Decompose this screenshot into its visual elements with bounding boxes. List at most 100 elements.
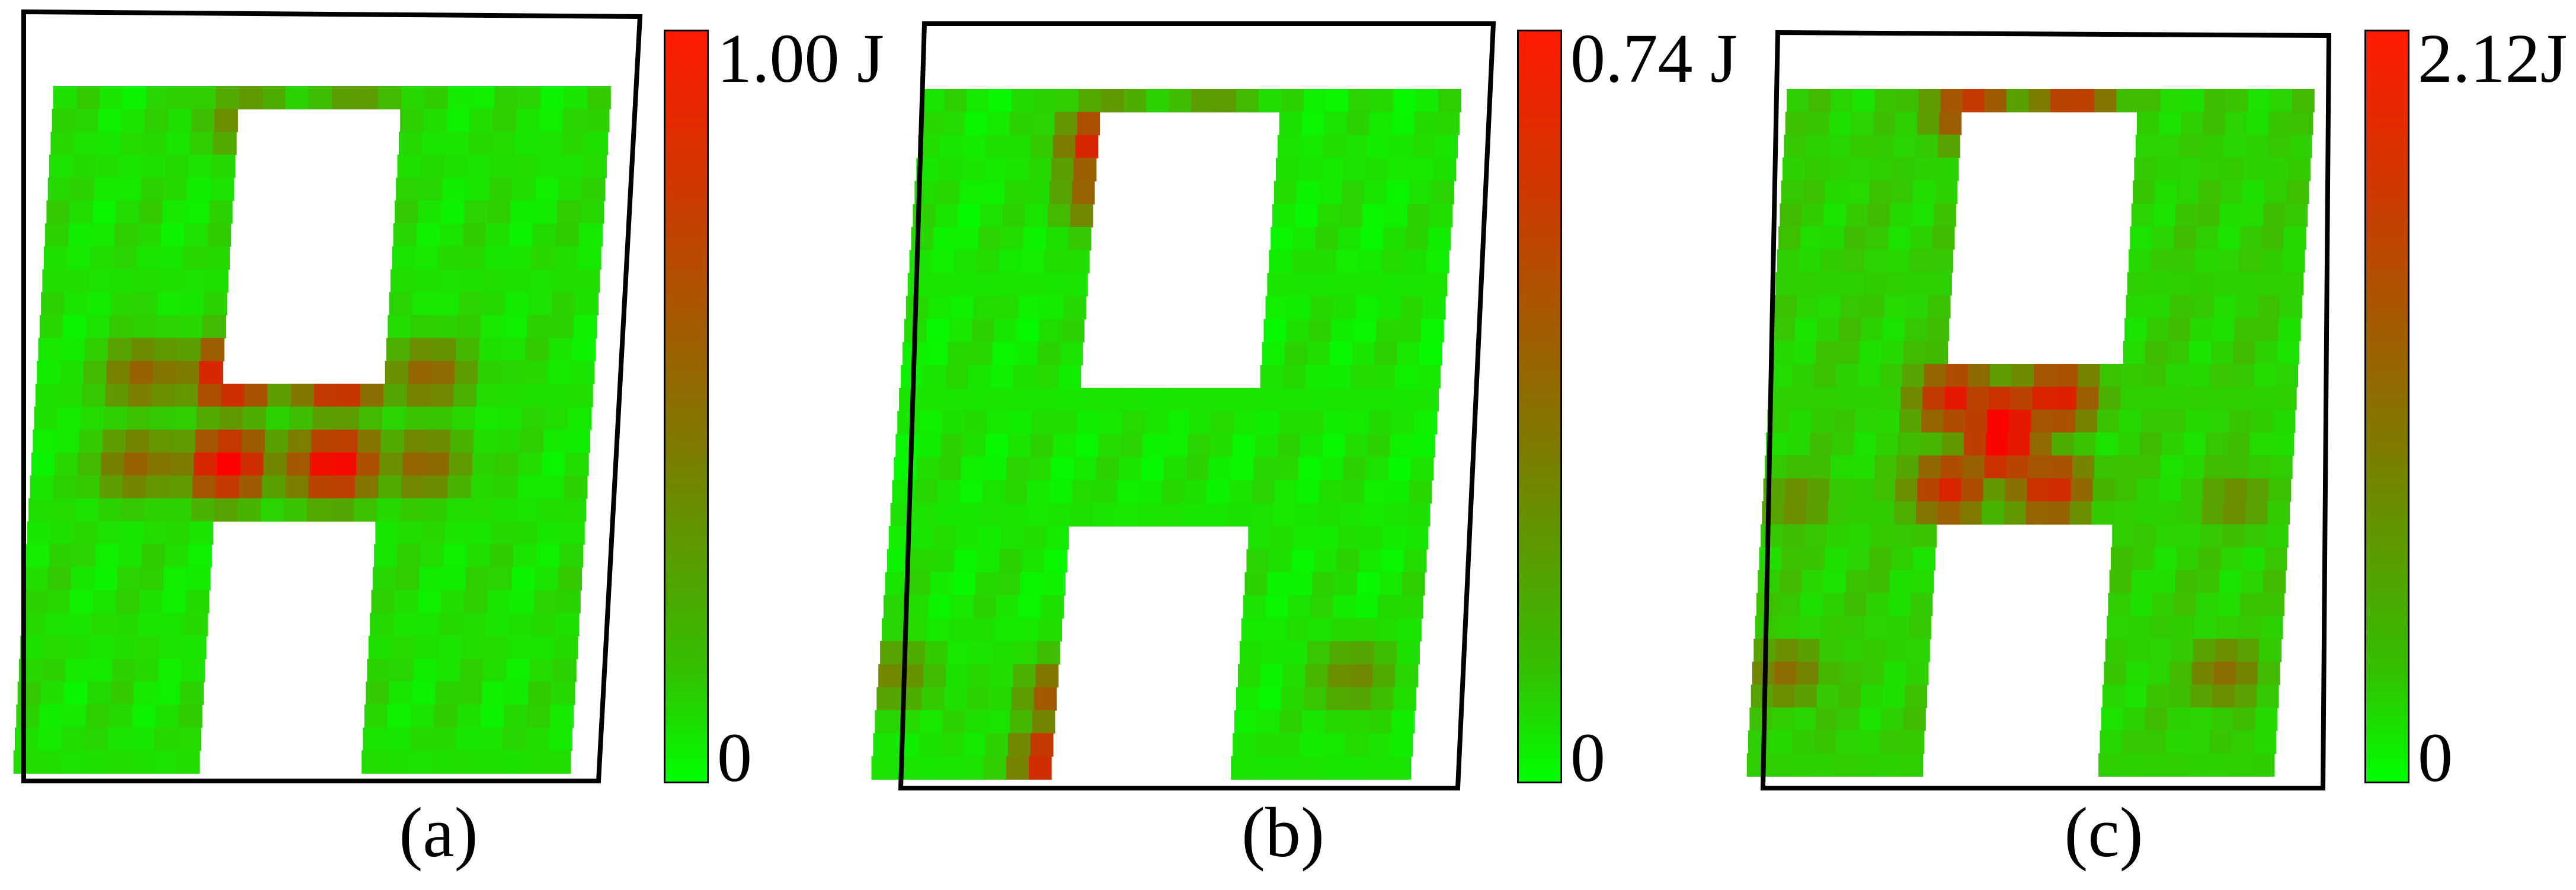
energy-cell xyxy=(1028,158,1052,182)
energy-cell xyxy=(1044,549,1067,573)
energy-cell xyxy=(1390,733,1413,757)
energy-cell xyxy=(978,526,1001,550)
energy-cell xyxy=(420,544,444,568)
energy-cell xyxy=(581,177,606,201)
energy-cell xyxy=(1329,641,1353,665)
energy-cell xyxy=(1819,639,1842,662)
energy-cell xyxy=(136,246,161,270)
energy-cell xyxy=(1417,365,1441,389)
energy-cell xyxy=(53,475,77,499)
energy-cell xyxy=(442,177,466,201)
energy-cell xyxy=(2165,364,2188,388)
energy-cell xyxy=(1333,296,1356,320)
energy-cell xyxy=(1905,318,1928,342)
energy-cell xyxy=(503,705,527,728)
energy-cell xyxy=(1847,547,1870,571)
energy-cell xyxy=(2169,661,2193,686)
energy-cell xyxy=(161,223,185,247)
energy-cell xyxy=(1265,595,1289,619)
energy-cell xyxy=(1348,687,1372,711)
energy-cell xyxy=(578,223,603,247)
energy-cell xyxy=(1862,661,1885,686)
energy-cell xyxy=(45,223,69,247)
energy-cell xyxy=(1771,341,1794,364)
energy-cell xyxy=(1984,455,2007,479)
energy-cell xyxy=(1028,457,1052,481)
energy-cell xyxy=(84,338,108,361)
energy-cell xyxy=(508,246,532,270)
energy-cell xyxy=(1884,661,1907,686)
energy-cell xyxy=(185,200,210,224)
energy-cell xyxy=(517,475,542,499)
energy-cell xyxy=(943,89,967,113)
energy-cell xyxy=(2189,341,2212,364)
energy-cell xyxy=(431,750,455,774)
energy-cell xyxy=(405,406,430,430)
energy-cell xyxy=(2146,684,2169,708)
energy-cell xyxy=(97,132,121,155)
energy-cell xyxy=(133,681,158,705)
energy-cell xyxy=(1403,249,1427,274)
energy-cell xyxy=(2167,341,2190,364)
energy-cell xyxy=(1384,503,1408,527)
energy-cell xyxy=(2235,661,2258,686)
energy-cell xyxy=(491,132,516,155)
energy-cell xyxy=(2098,386,2121,411)
energy-cell xyxy=(397,155,421,178)
energy-cell xyxy=(1143,434,1166,458)
energy-cell xyxy=(1391,710,1415,734)
energy-cell xyxy=(168,108,192,133)
energy-cell xyxy=(170,452,194,476)
energy-cell xyxy=(1799,616,1822,639)
energy-cell xyxy=(1917,111,1940,136)
energy-cell xyxy=(2208,753,2231,777)
energy-cell xyxy=(1327,365,1351,389)
energy-cell xyxy=(1797,272,1820,296)
energy-cell xyxy=(395,567,420,591)
energy-cell xyxy=(2008,433,2030,456)
energy-cell xyxy=(920,710,943,734)
energy-cell xyxy=(932,249,955,274)
energy-cell xyxy=(968,664,991,688)
energy-cell xyxy=(433,727,456,751)
energy-cell xyxy=(1887,616,1909,639)
energy-cell xyxy=(1345,434,1368,458)
energy-cell xyxy=(1260,365,1284,389)
energy-cell xyxy=(2104,661,2127,686)
energy-cell xyxy=(461,246,485,270)
energy-cell xyxy=(1863,639,1886,662)
energy-cell xyxy=(909,249,933,274)
energy-cell xyxy=(490,155,514,178)
energy-cell xyxy=(2164,386,2187,411)
energy-cell xyxy=(386,338,410,361)
energy-cell xyxy=(987,710,1010,734)
panel-a-caption: (a) xyxy=(399,793,478,872)
energy-cell xyxy=(895,434,919,458)
energy-cell xyxy=(1308,319,1332,342)
energy-cell xyxy=(966,687,990,711)
energy-cell xyxy=(1770,364,1793,388)
energy-cell xyxy=(479,727,503,751)
energy-cell xyxy=(506,269,530,293)
energy-cell xyxy=(2229,409,2252,433)
energy-cell xyxy=(388,705,411,728)
energy-cell xyxy=(193,86,216,110)
energy-cell xyxy=(262,475,286,499)
energy-cell xyxy=(556,590,581,614)
energy-cell xyxy=(2268,111,2292,136)
energy-cell xyxy=(41,292,65,316)
energy-cell xyxy=(331,475,356,499)
energy-cell xyxy=(1163,457,1187,481)
energy-cell xyxy=(1255,733,1278,757)
energy-cell xyxy=(478,361,502,385)
energy-cell xyxy=(956,526,980,550)
energy-cell xyxy=(2151,616,2173,639)
energy-cell xyxy=(1322,434,1346,458)
energy-cell xyxy=(2259,639,2282,662)
energy-cell xyxy=(1023,227,1047,251)
energy-cell xyxy=(994,319,1017,342)
energy-cell xyxy=(944,687,967,711)
energy-cell xyxy=(1963,433,1986,456)
energy-cell xyxy=(1813,753,1835,777)
energy-cell xyxy=(2091,501,2114,525)
